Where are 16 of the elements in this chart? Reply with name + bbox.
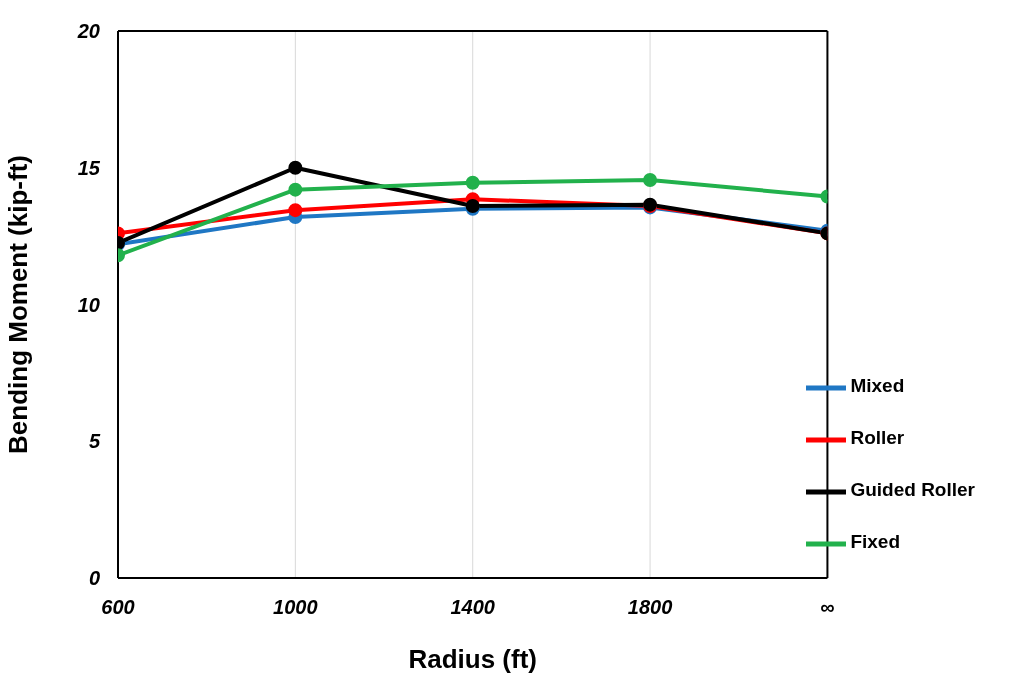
y-tick-label: 20 [76,20,100,43]
x-axis-title: Radius (ft) [408,644,537,674]
legend-label: Guided Roller [850,479,975,500]
y-tick-label: 5 [88,430,101,453]
x-tick-label: 600 [101,596,135,619]
y-axis-title: Bending Moment (kip-ft) [3,155,34,454]
x-tick-label: 1400 [450,596,495,619]
legend-label: Roller [850,427,905,448]
x-tick-label: ∞ [820,596,835,619]
legend-label: Fixed [850,531,901,552]
legend-label: Mixed [850,375,905,396]
y-tick-label: 0 [88,567,100,590]
y-tick-label: 10 [77,293,100,316]
x-tick-label: 1000 [273,596,318,619]
x-tick-label: 1800 [627,596,673,619]
y-tick-label: 15 [77,156,101,179]
